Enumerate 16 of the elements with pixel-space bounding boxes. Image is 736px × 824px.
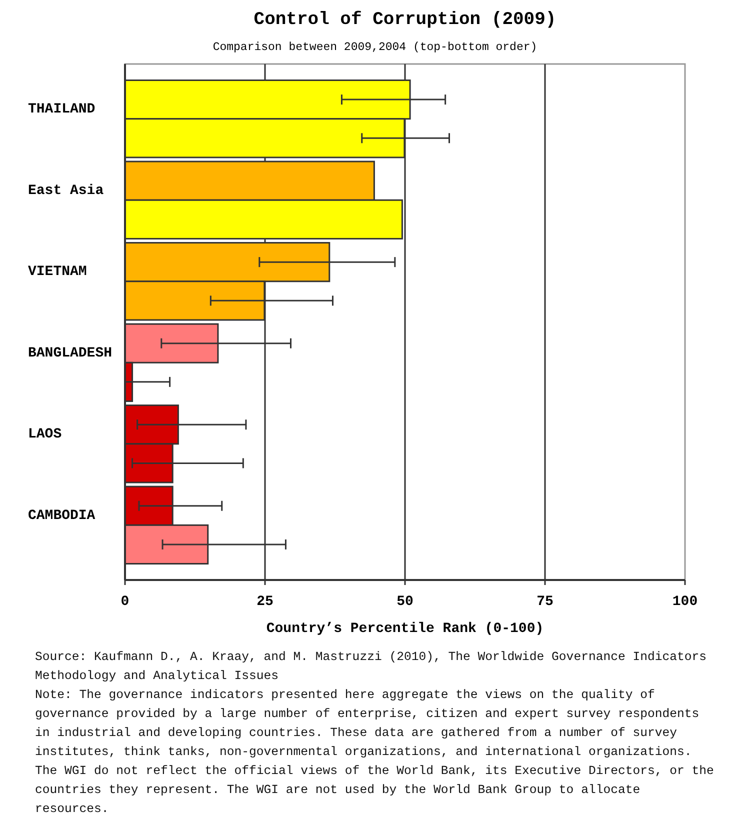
x-tick-label: 50: [396, 594, 414, 610]
y-tick-label: CAMBODIA: [28, 508, 96, 524]
x-tick-label: 100: [672, 594, 698, 610]
source-note: Source: Kaufmann D., A. Kraay, and M. Mastruzzi (2010), The Worldwide Governance Indicators Methodology and Analytical Issues: [35, 650, 707, 683]
chart-title: Control of Corruption (2009): [254, 10, 556, 30]
x-tick-label: 75: [536, 594, 554, 610]
text: Note: The governance indicators presented here aggregate the views on the quality of governance provided by a large number of enterprise, citizen and expert survey respondents in industrial and developing countries. These data are gathered from a number of survey institutes, think tanks, non-governmental organizations, and international organizations. The WGI do not reflect the official views of the World Bank, its Executive Directors, or the countries they represent. The WGI are not used by the World Bank Group to allocate resources.: [35, 688, 714, 816]
x-tick-label: 25: [256, 594, 274, 610]
x-axis-title: Country’s Percentile Rank (0-100): [266, 621, 544, 637]
x-tick-label: 0: [120, 594, 130, 610]
y-tick-label: East Asia: [28, 182, 104, 199]
y-tick-label: VIETNAM: [28, 264, 87, 280]
y-tick-label: BANGLADESH: [28, 345, 112, 362]
y-tick-label: LAOS: [28, 426, 62, 443]
chart-subtitle: Comparison between 2009,2004 (top-bottom order): [212, 41, 538, 54]
y-tick-label: THAILAND: [28, 102, 96, 118]
